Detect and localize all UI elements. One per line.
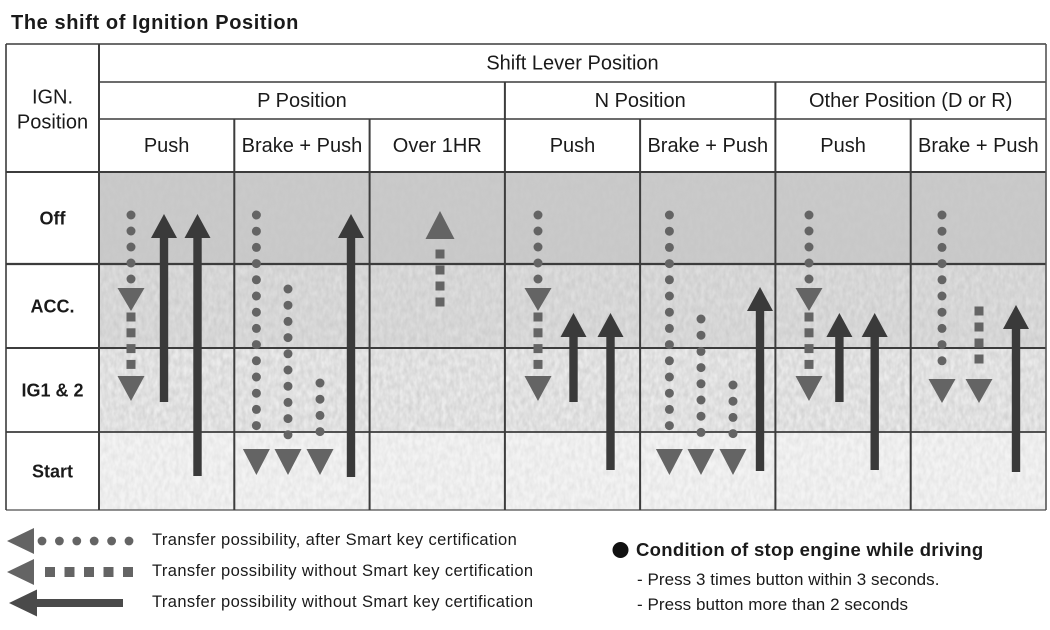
- svg-text:Brake + Push: Brake + Push: [647, 135, 768, 157]
- svg-text:IG1 & 2: IG1 & 2: [21, 381, 83, 401]
- svg-text:Over 1HR: Over 1HR: [393, 135, 482, 157]
- svg-text:Shift Lever Position: Shift Lever Position: [486, 53, 658, 75]
- svg-text:Transfer possibility without S: Transfer possibility without Smart key c…: [152, 593, 533, 611]
- svg-text:Push: Push: [550, 135, 596, 157]
- svg-text:Off: Off: [40, 209, 67, 229]
- svg-text:IGN.: IGN.: [32, 87, 73, 109]
- svg-text:N Position: N Position: [595, 90, 686, 112]
- svg-text:ACC.: ACC.: [31, 297, 75, 317]
- svg-text:Other Position (D or R): Other Position (D or R): [809, 90, 1012, 112]
- svg-text:The shift of Ignition Position: The shift of Ignition Position: [11, 12, 299, 34]
- svg-text:Brake + Push: Brake + Push: [242, 135, 363, 157]
- svg-text:Position: Position: [17, 112, 88, 134]
- svg-text:- Press 3 times button within: - Press 3 times button within 3 seconds.: [637, 570, 939, 589]
- svg-text:Transfer possibility without S: Transfer possibility without Smart key c…: [152, 562, 533, 580]
- svg-text:Start: Start: [32, 462, 73, 482]
- svg-text:- Press button more than 2 sec: - Press button more than 2 seconds: [637, 595, 908, 614]
- svg-text:Push: Push: [820, 135, 866, 157]
- svg-text:P Position: P Position: [257, 90, 347, 112]
- svg-text:Transfer possibility, after Sm: Transfer possibility, after Smart key ce…: [152, 531, 517, 549]
- svg-text:Brake + Push: Brake + Push: [918, 135, 1039, 157]
- svg-text:Condition of stop engine while: Condition of stop engine while driving: [636, 539, 983, 560]
- svg-text:Push: Push: [144, 135, 190, 157]
